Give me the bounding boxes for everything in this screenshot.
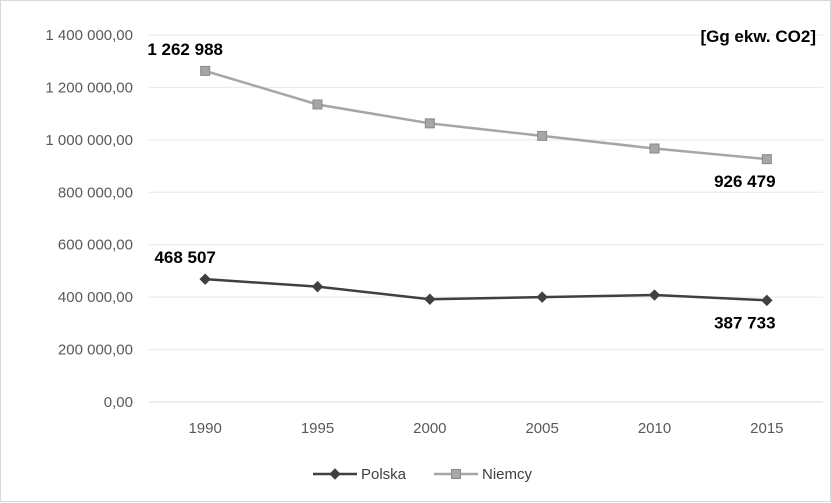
x-tick-label: 1990 <box>188 420 221 437</box>
data-label: 926 479 <box>714 172 775 191</box>
y-tick-label: 1 000 000,00 <box>45 132 133 149</box>
data-point <box>649 143 660 154</box>
y-tick-label: 1 200 000,00 <box>45 79 133 96</box>
legend-marker <box>451 469 461 479</box>
x-tick-label: 2005 <box>525 420 558 437</box>
gridlines <box>149 34 823 403</box>
series-layer <box>199 65 773 307</box>
legend-label: Niemcy <box>482 466 533 483</box>
y-tick-label: 600 000,00 <box>58 237 133 254</box>
data-point <box>200 65 211 76</box>
data-point <box>761 294 773 307</box>
data-point <box>537 130 548 141</box>
series-line <box>205 277 767 302</box>
data-point <box>312 99 323 110</box>
series-niemcy <box>200 65 772 165</box>
x-axis-tick-labels: 1990 1995 2000 2005 2010 2015 <box>188 420 783 437</box>
data-point <box>424 293 436 305</box>
data-point <box>199 273 211 285</box>
y-axis-tick-labels: 0,00 200 000,00 400 000,00 600 000,00 800 00… <box>45 27 133 411</box>
legend-item-niemcy: Niemcy <box>434 466 533 483</box>
y-tick-label: 400 000,00 <box>58 289 133 306</box>
x-tick-label: 1995 <box>301 420 334 437</box>
data-label: 1 262 988 <box>147 40 223 59</box>
data-point <box>536 291 548 303</box>
data-point <box>424 118 435 129</box>
y-tick-label: 800 000,00 <box>58 184 133 201</box>
y-tick-label: 200 000,00 <box>58 342 133 359</box>
unit-label: [Gg ekw. CO2] <box>700 27 816 46</box>
data-point <box>761 154 772 165</box>
y-tick-label: 0,00 <box>104 394 133 411</box>
y-tick-label: 1 400 000,00 <box>45 27 133 44</box>
x-tick-label: 2000 <box>413 420 446 437</box>
series-polska <box>199 273 773 307</box>
legend: Polska Niemcy <box>313 466 533 483</box>
series-line <box>204 69 767 161</box>
legend-label: Polska <box>361 466 407 483</box>
data-point <box>311 280 324 293</box>
legend-marker <box>329 468 341 480</box>
x-tick-label: 2015 <box>750 420 783 437</box>
legend-item-polska: Polska <box>313 466 407 483</box>
data-label: 468 507 <box>154 248 215 267</box>
data-label: 387 733 <box>714 313 775 332</box>
data-point <box>648 289 661 301</box>
data-labels: 468 507 387 733 1 262 988 926 479 <box>147 40 775 332</box>
x-tick-label: 2010 <box>638 420 671 437</box>
